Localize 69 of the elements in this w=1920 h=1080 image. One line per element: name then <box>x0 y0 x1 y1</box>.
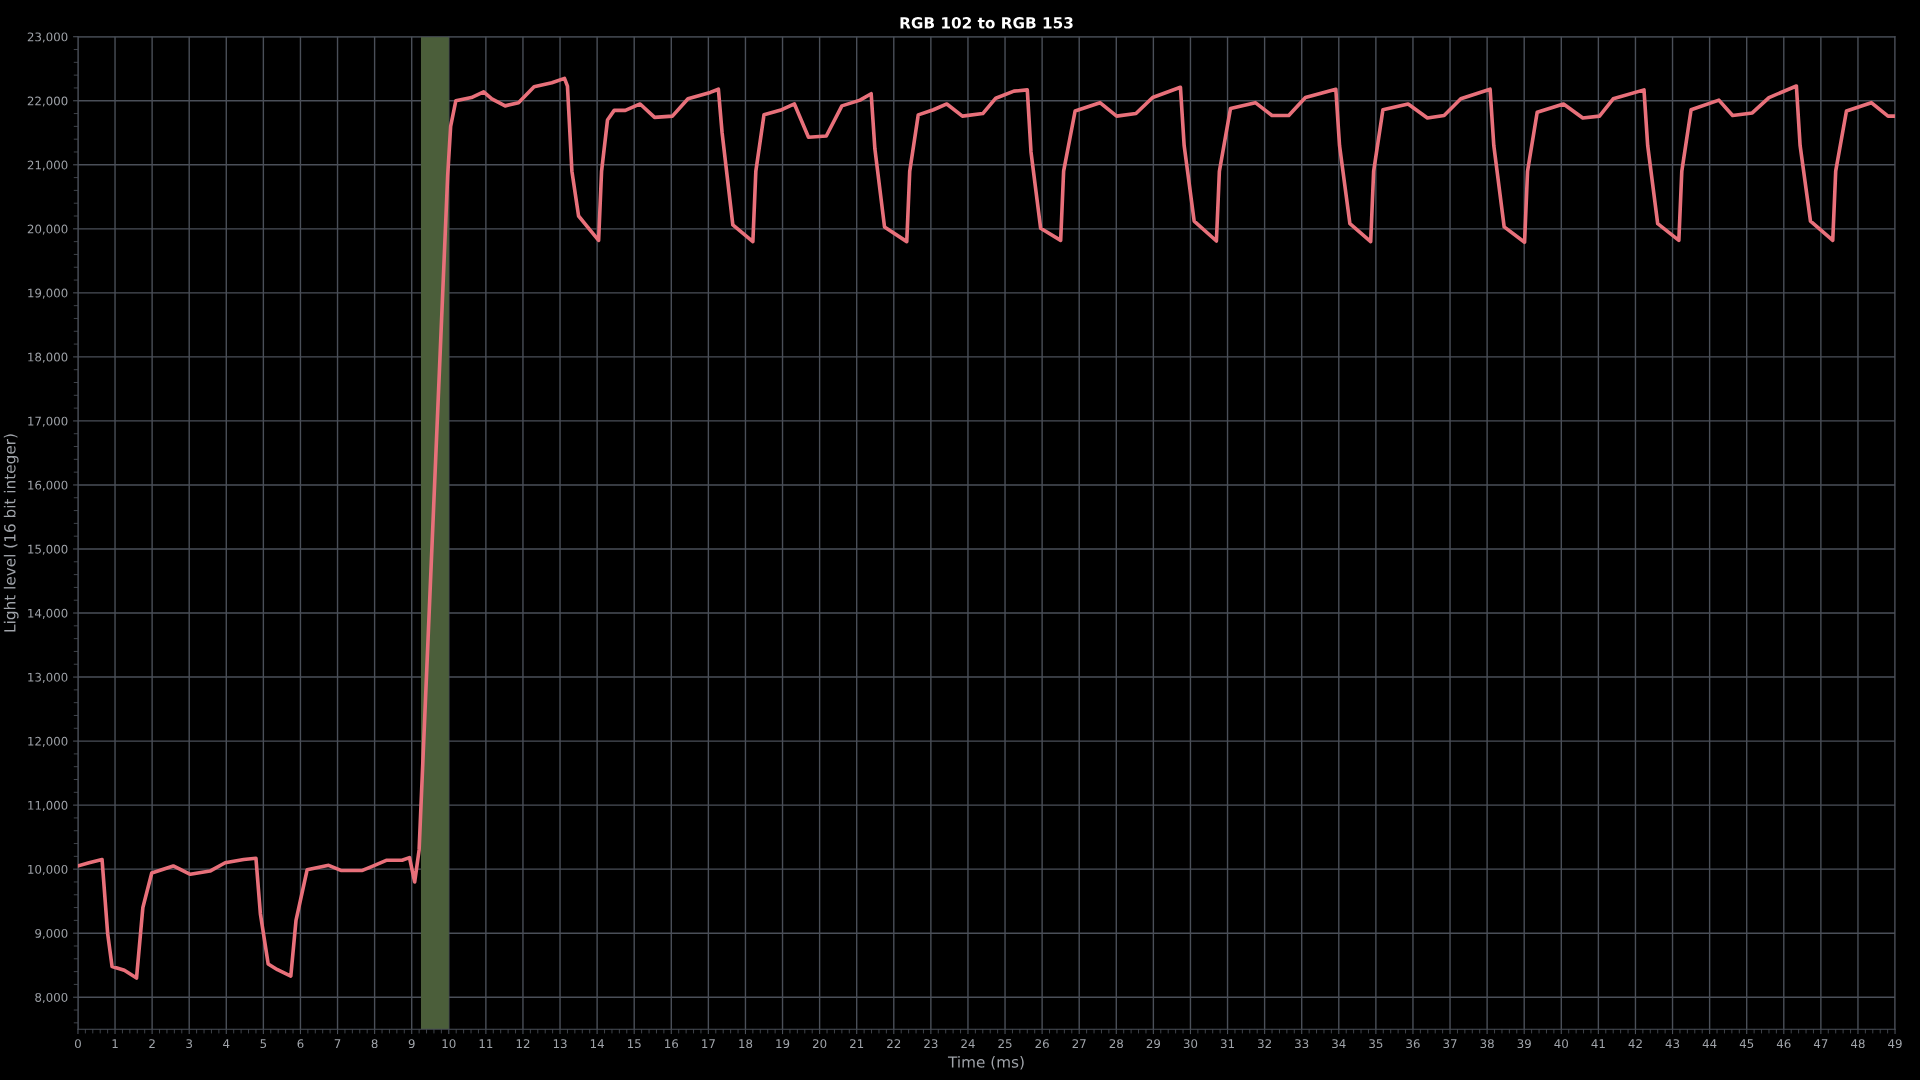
x-tick-label: 44 <box>1702 1039 1717 1048</box>
x-tick-label: 36 <box>1406 1039 1420 1049</box>
x-tick-label: 34 <box>1332 1039 1346 1049</box>
y-tick-label: 16,000 <box>28 480 68 491</box>
x-tick-label: 41 <box>1591 1039 1605 1048</box>
x-tick-label: 24 <box>961 1039 975 1048</box>
y-tick-label: 9,000 <box>35 928 68 940</box>
y-tick-label: 22,000 <box>27 96 68 107</box>
x-tick-label: 14 <box>590 1039 604 1048</box>
y-tick-label: 21,000 <box>27 160 68 171</box>
y-tick-label: 23,000 <box>27 32 68 43</box>
y-tick-label: 12,000 <box>28 736 68 747</box>
chart-title: RGB 102 to RGB 153 <box>900 17 1073 29</box>
x-tick-label: 26 <box>1035 1039 1049 1049</box>
x-tick-label: 40 <box>1554 1039 1569 1049</box>
x-tick-label: 11 <box>479 1039 493 1048</box>
y-tick-label: 8,000 <box>35 992 68 1004</box>
x-tick-label: 25 <box>998 1039 1012 1049</box>
x-tick-label: 18 <box>739 1039 753 1049</box>
x-tick-label: 2 <box>149 1039 155 1048</box>
x-tick-label: 31 <box>1220 1039 1234 1049</box>
x-tick-label: 19 <box>776 1039 790 1049</box>
x-tick-label: 21 <box>850 1039 864 1048</box>
x-tick-label: 17 <box>702 1039 715 1048</box>
x-tick-label: 47 <box>1813 1039 1828 1048</box>
x-tick-label: 15 <box>627 1039 641 1049</box>
y-tick-label: 17,000 <box>28 416 68 427</box>
x-tick-label: 42 <box>1628 1039 1642 1048</box>
y-tick-label: 13,000 <box>28 672 68 683</box>
x-tick-label: 46 <box>1776 1039 1791 1049</box>
y-axis-title: Light level (16 bit integer) <box>3 434 19 632</box>
x-tick-label: 23 <box>924 1039 938 1049</box>
y-tick-label: 10,000 <box>28 864 68 876</box>
y-tick-label: 20,000 <box>27 224 68 235</box>
x-tick-label: 32 <box>1258 1039 1271 1049</box>
y-tick-label: 14,000 <box>28 608 68 619</box>
y-tick-label: 15,000 <box>28 544 68 555</box>
x-tick-label: 48 <box>1851 1039 1865 1049</box>
x-tick-label: 7 <box>334 1039 341 1048</box>
x-tick-label: 49 <box>1888 1039 1902 1049</box>
x-tick-label: 16 <box>665 1039 679 1049</box>
x-tick-label: 1 <box>112 1039 118 1048</box>
x-tick-label: 29 <box>1146 1039 1161 1049</box>
x-axis-title: Time (ms) <box>947 1055 1024 1070</box>
x-tick-label: 4 <box>223 1039 230 1048</box>
x-tick-label: 12 <box>516 1039 530 1048</box>
x-tick-label: 13 <box>553 1039 567 1049</box>
x-tick-label: 8 <box>371 1039 378 1049</box>
x-tick-label: 10 <box>442 1039 456 1049</box>
x-tick-label: 5 <box>260 1039 267 1049</box>
x-tick-label: 22 <box>887 1039 901 1048</box>
x-tick-label: 3 <box>186 1039 193 1049</box>
x-tick-label: 30 <box>1183 1039 1198 1049</box>
x-tick-label: 27 <box>1072 1039 1086 1048</box>
x-tick-label: 28 <box>1109 1039 1123 1049</box>
x-tick-label: 35 <box>1369 1039 1383 1049</box>
x-tick-label: 39 <box>1517 1039 1531 1049</box>
y-tick-label: 11,000 <box>28 800 68 811</box>
x-tick-label: 9 <box>408 1039 415 1049</box>
x-tick-label: 38 <box>1480 1039 1494 1049</box>
x-tick-label: 20 <box>812 1039 827 1049</box>
y-tick-label: 18,000 <box>28 352 68 363</box>
x-tick-label: 6 <box>297 1039 304 1049</box>
x-tick-label: 45 <box>1739 1039 1754 1049</box>
x-tick-label: 0 <box>74 1039 81 1049</box>
x-tick-label: 33 <box>1295 1039 1309 1049</box>
x-tick-label: 37 <box>1443 1039 1457 1049</box>
y-tick-label: 19,000 <box>28 288 68 299</box>
x-tick-label: 43 <box>1665 1039 1680 1049</box>
